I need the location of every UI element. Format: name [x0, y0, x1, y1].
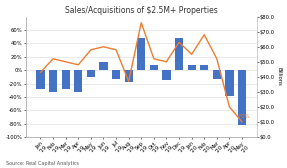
Bar: [150, 65, 158, 70]
Text: Source: Real Capital Analytics: Source: Real Capital Analytics: [6, 161, 79, 166]
Bar: [74, 70, 82, 92]
Bar: [187, 65, 196, 70]
Bar: [213, 70, 221, 79]
Bar: [125, 70, 133, 82]
Bar: [225, 70, 234, 96]
Bar: [200, 65, 208, 70]
Bar: [87, 70, 95, 77]
Bar: [62, 70, 70, 89]
Bar: [162, 70, 170, 80]
Bar: [99, 62, 108, 70]
Bar: [112, 70, 120, 79]
Bar: [238, 70, 246, 125]
Y-axis label: Billions: Billions: [276, 67, 282, 86]
Text: -70%: -70%: [237, 114, 251, 119]
Bar: [36, 70, 44, 89]
Bar: [137, 38, 145, 70]
Bar: [175, 38, 183, 70]
Title: Sales/Acquisitions of $2.5M+ Properties: Sales/Acquisitions of $2.5M+ Properties: [65, 6, 218, 15]
Bar: [49, 70, 57, 92]
